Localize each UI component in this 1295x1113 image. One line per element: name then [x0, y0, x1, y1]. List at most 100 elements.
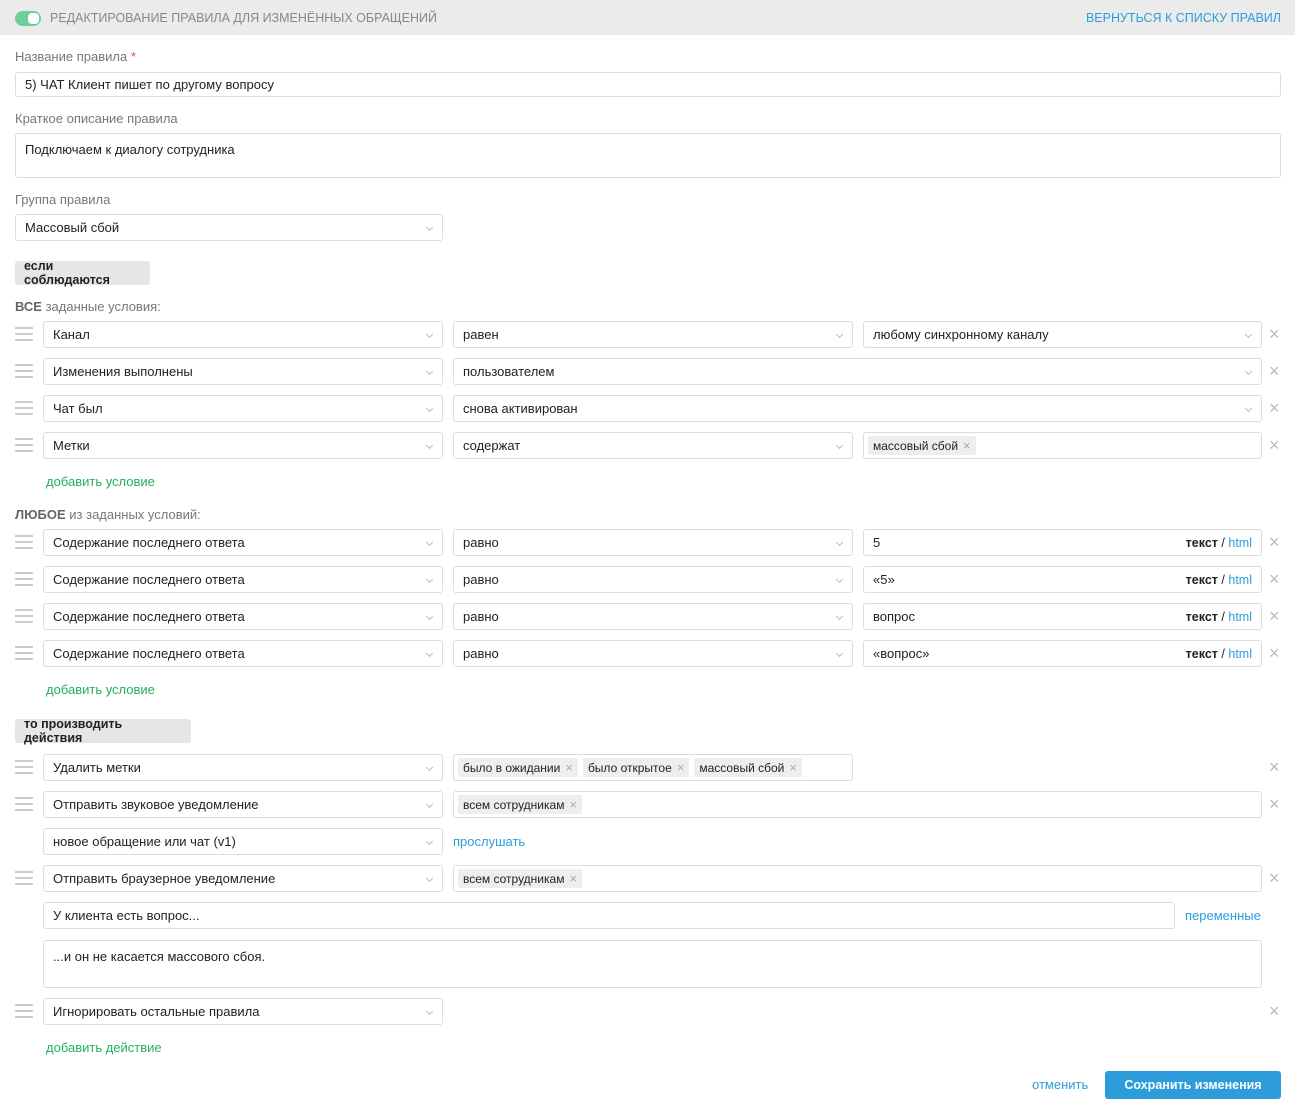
remove-icon[interactable]: ×: [1269, 606, 1280, 626]
tag-remove-icon[interactable]: ×: [569, 797, 578, 812]
condition-field-select[interactable]: Канал: [43, 321, 443, 348]
remove-tags-input[interactable]: было в ожидании × было открытое × массовый с…: [453, 754, 853, 781]
mode-separator: /: [1221, 646, 1225, 661]
rule-active-toggle[interactable]: [15, 11, 41, 26]
drag-handle-icon[interactable]: [15, 401, 33, 415]
drag-handle-icon[interactable]: [15, 364, 33, 378]
notification-body-textarea[interactable]: ...и он не касается массового сбоя.: [43, 940, 1262, 988]
condition-operator-select[interactable]: равно: [453, 566, 853, 593]
text-mode-option[interactable]: текст: [1185, 646, 1218, 661]
action-select[interactable]: Удалить метки: [43, 754, 443, 781]
tag-label: всем сотрудникам: [463, 797, 565, 812]
remove-icon[interactable]: ×: [1269, 794, 1280, 814]
tag-remove-icon[interactable]: ×: [963, 438, 971, 453]
condition-operator-select[interactable]: пользователем: [453, 358, 1262, 385]
tag-chip: всем сотрудникам ×: [458, 869, 583, 888]
text-mode-option[interactable]: текст: [1185, 572, 1218, 587]
rule-name-input[interactable]: 5) ЧАТ Клиент пишет по другому вопросу: [15, 72, 1281, 97]
condition-value-text[interactable]: «5»: [873, 572, 895, 587]
remove-icon[interactable]: ×: [1269, 569, 1280, 589]
drag-handle-icon[interactable]: [15, 760, 33, 774]
text-html-toggle: текст / html: [1186, 536, 1252, 550]
notification-title-input[interactable]: У клиента есть вопрос...: [43, 902, 1175, 929]
condition-value-text[interactable]: 5: [873, 535, 881, 550]
back-to-rules-link[interactable]: Вернуться к списку правил: [1085, 11, 1281, 25]
tag-label: было в ожидании: [463, 760, 561, 775]
drag-handle-icon[interactable]: [15, 871, 33, 885]
condition-field-select[interactable]: Метки: [43, 432, 443, 459]
condition-field-select[interactable]: Изменения выполнены: [43, 358, 443, 385]
page-title: Редактирование правила для изменённых об…: [50, 11, 437, 25]
condition-value-input[interactable]: 5 текст / html: [863, 529, 1262, 556]
remove-icon[interactable]: ×: [1269, 435, 1280, 455]
condition-value-text[interactable]: «вопрос»: [873, 646, 930, 661]
condition-tags-input[interactable]: массовый сбой ×: [863, 432, 1262, 459]
condition-field-select[interactable]: Чат был: [43, 395, 443, 422]
condition-operator-select[interactable]: равно: [453, 529, 853, 556]
remove-icon[interactable]: ×: [1269, 868, 1280, 888]
text-mode-option[interactable]: текст: [1185, 609, 1218, 624]
remove-icon[interactable]: ×: [1269, 757, 1280, 777]
drag-handle-icon[interactable]: [15, 535, 33, 549]
condition-operator-select[interactable]: равно: [453, 603, 853, 630]
sound-recipients-input[interactable]: всем сотрудникам ×: [453, 791, 1262, 818]
text-mode-option[interactable]: текст: [1185, 535, 1218, 550]
html-mode-option[interactable]: html: [1228, 572, 1252, 587]
drag-handle-icon[interactable]: [15, 1004, 33, 1018]
action-select[interactable]: Игнорировать остальные правила: [43, 998, 443, 1025]
remove-icon[interactable]: ×: [1269, 324, 1280, 344]
drag-handle-icon[interactable]: [15, 438, 33, 452]
browser-recipients-input[interactable]: всем сотрудникам ×: [453, 865, 1262, 892]
rule-description-textarea[interactable]: Подключаем к диалогу сотрудника: [15, 133, 1281, 178]
remove-icon[interactable]: ×: [1269, 643, 1280, 663]
condition-operator-select[interactable]: равен: [453, 321, 853, 348]
drag-handle-icon[interactable]: [15, 327, 33, 341]
cancel-button[interactable]: отменить: [1032, 1077, 1089, 1092]
action-select[interactable]: Отправить звуковое уведомление: [43, 791, 443, 818]
tag-chip: было в ожидании ×: [458, 758, 578, 777]
add-condition-all-link[interactable]: добавить условие: [46, 474, 155, 489]
condition-operator-select[interactable]: равно: [453, 640, 853, 667]
condition-operator-select[interactable]: содержат: [453, 432, 853, 459]
mode-separator: /: [1221, 535, 1225, 550]
drag-handle-icon[interactable]: [15, 646, 33, 660]
remove-icon[interactable]: ×: [1269, 532, 1280, 552]
condition-field-select[interactable]: Содержание последнего ответа: [43, 566, 443, 593]
tag-remove-icon[interactable]: ×: [565, 760, 573, 775]
tag-label: массовый сбой: [699, 760, 785, 775]
action-select[interactable]: Отправить браузерное уведомление: [43, 865, 443, 892]
remove-icon[interactable]: ×: [1269, 1001, 1280, 1021]
required-mark: *: [130, 49, 136, 64]
add-condition-any-link[interactable]: добавить условие: [46, 682, 155, 697]
add-action-link[interactable]: добавить действие: [46, 1040, 162, 1055]
condition-field-select[interactable]: Содержание последнего ответа: [43, 529, 443, 556]
html-mode-option[interactable]: html: [1228, 609, 1252, 624]
condition-value-input[interactable]: «5» текст / html: [863, 566, 1262, 593]
condition-value-input[interactable]: «вопрос» текст / html: [863, 640, 1262, 667]
tag-label: было открытое: [587, 760, 672, 775]
condition-operator-select[interactable]: снова активирован: [453, 395, 1262, 422]
drag-handle-icon[interactable]: [15, 609, 33, 623]
drag-handle-icon[interactable]: [15, 797, 33, 811]
tag-remove-icon[interactable]: ×: [569, 871, 578, 886]
html-mode-option[interactable]: html: [1228, 535, 1252, 550]
remove-icon[interactable]: ×: [1269, 398, 1280, 418]
tag-remove-icon[interactable]: ×: [789, 760, 797, 775]
variables-link[interactable]: переменные: [1185, 908, 1261, 923]
listen-link[interactable]: прослушать: [453, 834, 526, 849]
conditions-badge: если соблюдаются: [15, 259, 150, 287]
tag-chip: массовый сбой ×: [868, 436, 976, 455]
all-bold: ВСЕ: [15, 299, 42, 314]
rule-group-select[interactable]: Массовый сбой: [15, 214, 443, 241]
condition-value-text[interactable]: вопрос: [873, 609, 915, 624]
condition-field-select[interactable]: Содержание последнего ответа: [43, 603, 443, 630]
tag-remove-icon[interactable]: ×: [676, 760, 685, 775]
html-mode-option[interactable]: html: [1228, 646, 1252, 661]
remove-icon[interactable]: ×: [1269, 361, 1280, 381]
sound-select[interactable]: новое обращение или чат (v1): [43, 828, 443, 855]
condition-value-select[interactable]: любому синхронному каналу: [863, 321, 1262, 348]
drag-handle-icon[interactable]: [15, 572, 33, 586]
condition-field-select[interactable]: Содержание последнего ответа: [43, 640, 443, 667]
condition-value-input[interactable]: вопрос текст / html: [863, 603, 1262, 630]
save-button[interactable]: Сохранить изменения: [1105, 1071, 1281, 1099]
